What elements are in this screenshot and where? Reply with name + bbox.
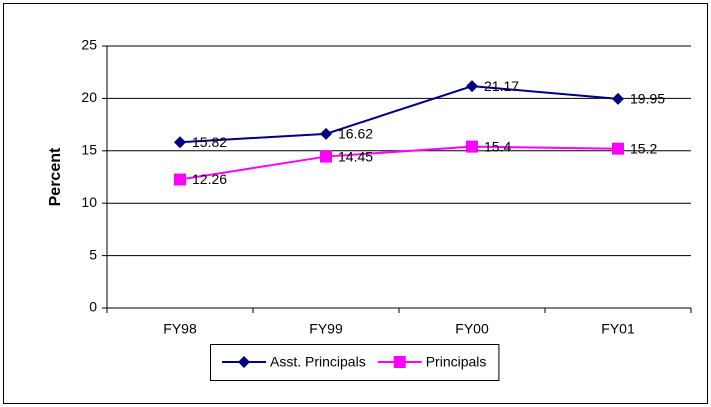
x-tick-label: FY00 <box>455 321 489 337</box>
marker <box>320 127 332 140</box>
legend-label: Asst. Principals <box>270 354 366 370</box>
legend-label: Principals <box>426 354 487 370</box>
series-line <box>179 85 619 144</box>
y-axis-label: Percent <box>47 147 64 206</box>
data-label: 16.62 <box>338 126 373 142</box>
marker <box>466 80 478 93</box>
data-label: 19.95 <box>630 91 665 107</box>
data-label: 14.45 <box>338 148 373 164</box>
data-label: 15.4 <box>484 138 511 154</box>
marker <box>612 92 624 105</box>
y-tick-label: 0 <box>89 299 97 315</box>
x-tick-label: FY01 <box>601 321 635 337</box>
legend: Asst. Principals Principals <box>210 344 500 381</box>
series-line <box>179 145 619 181</box>
y-tick-label: 10 <box>81 194 97 210</box>
marker <box>393 356 406 368</box>
x-tick-label: FY99 <box>309 321 343 337</box>
data-label: 15.82 <box>192 134 227 150</box>
y-tick-label: 25 <box>81 37 97 53</box>
marker <box>466 140 478 153</box>
marker <box>238 356 250 368</box>
data-label: 12.26 <box>192 171 227 187</box>
y-tick-label: 20 <box>81 89 97 105</box>
data-label: 15.2 <box>630 140 657 156</box>
marker <box>174 136 186 149</box>
x-tick-label: FY98 <box>163 321 197 337</box>
marker <box>320 150 332 163</box>
marker <box>612 142 624 155</box>
y-tick-label: 5 <box>89 246 97 262</box>
y-tick-label: 15 <box>81 142 97 158</box>
data-label: 21.17 <box>484 78 519 94</box>
marker <box>174 173 186 186</box>
